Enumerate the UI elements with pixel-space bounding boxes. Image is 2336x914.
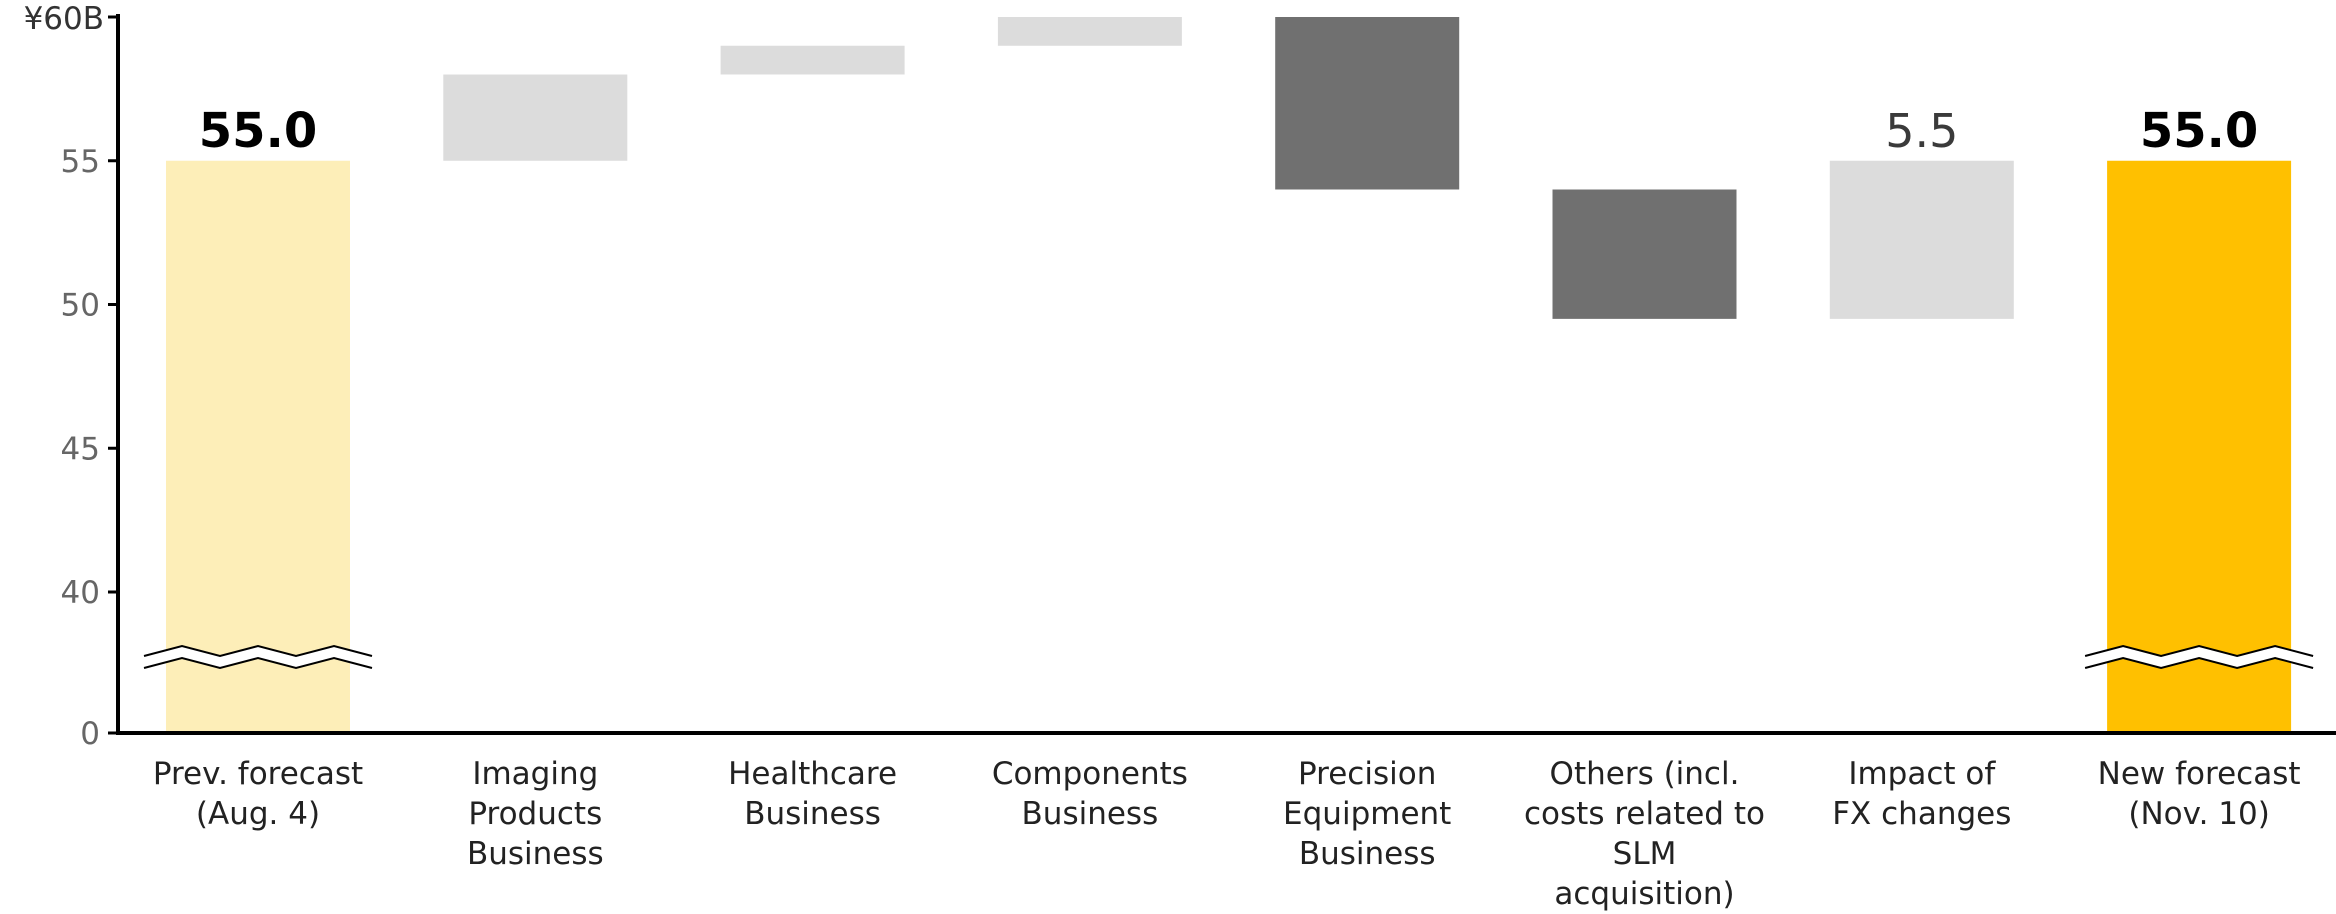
x-category-label-line: Business — [1298, 836, 1436, 872]
x-category-label-line: Precision — [1298, 756, 1437, 792]
x-category-label-4: Components Business — [965, 754, 1215, 834]
y-tick-label-1: ¥60B — [24, 1, 104, 37]
x-category-label-line: SLM acquisition) — [1554, 836, 1735, 912]
axis-break-line-8 — [2084, 644, 2314, 658]
x-category-label-line: costs related to — [1524, 796, 1765, 832]
x-category-label-1: Prev. forecast (Aug. 4) — [133, 754, 383, 834]
bar-value-label-7: 5.5 — [1885, 104, 1958, 158]
x-category-label-line: Business — [744, 796, 881, 832]
axis-break-line-1 — [143, 656, 373, 670]
x-category-label-line: Impact of — [1848, 756, 1996, 792]
x-category-label-3: Healthcare Business — [688, 754, 938, 834]
x-category-label-line: New forecast — [2097, 756, 2301, 792]
x-category-label-line: Business — [466, 836, 604, 872]
x-category-label-8: New forecast (Nov. 10) — [2074, 754, 2324, 834]
y-tick-label-6: 0 — [80, 716, 100, 752]
bar-value-label-1: 55.0 — [199, 103, 317, 159]
x-category-label-line: Business — [1021, 796, 1159, 832]
x-category-label-line: Others (incl. — [1549, 756, 1740, 792]
x-category-label-line: FX changes — [1832, 796, 2012, 832]
bar-value-label-8: 55.0 — [2140, 103, 2258, 159]
y-tick-label-2: 55 — [61, 144, 100, 180]
x-category-label-line: Products — [468, 796, 603, 832]
x-category-label-2: Imaging Products Business — [410, 754, 660, 874]
y-tick-label-4: 45 — [61, 431, 100, 467]
y-tick-label-5: 40 — [61, 575, 100, 611]
x-category-label-line: (Nov. 10) — [2128, 796, 2270, 832]
x-category-label-line: Equipment — [1283, 796, 1452, 832]
x-category-label-5: Precision Equipment Business — [1242, 754, 1492, 874]
y-tick-label-3: 50 — [61, 288, 100, 324]
axis-break-line-1 — [143, 644, 373, 658]
axis-break-line-8 — [2084, 656, 2314, 670]
bar-5 — [1275, 17, 1460, 190]
x-category-label-6: Others (incl. costs related to SLM acquisi… — [1520, 754, 1770, 914]
bar-8 — [2107, 160, 2292, 733]
waterfall-chart: 55.0 5.5 55.0 ¥60B 55 50 45 40 0 — [24, 1, 2336, 752]
bar-3 — [720, 45, 905, 75]
bar-2 — [443, 74, 628, 161]
x-category-label-line: Components — [991, 756, 1188, 792]
x-category-label-line: Prev. forecast — [152, 756, 364, 792]
bar-7 — [1829, 160, 2014, 319]
bar-1 — [166, 160, 350, 733]
x-category-label-line: Imaging — [472, 756, 599, 792]
bar-6 — [1552, 189, 1737, 319]
x-category-label-line: Healthcare — [728, 756, 898, 792]
bar-4 — [997, 17, 1182, 46]
x-category-label-line: (Aug. 4) — [195, 796, 321, 832]
x-category-label-7: Impact of FX changes — [1797, 754, 2047, 834]
